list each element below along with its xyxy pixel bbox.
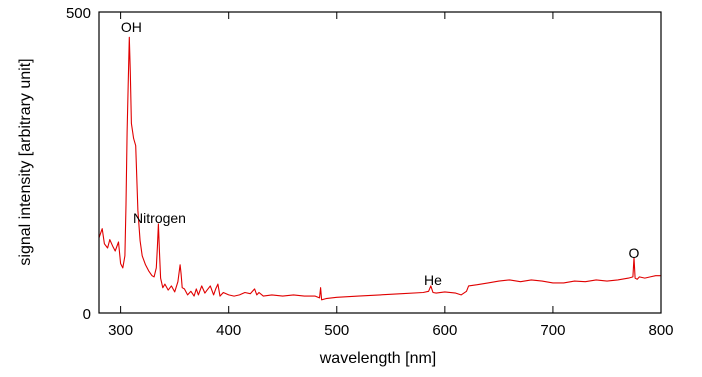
spectrum-series-line [98,36,661,301]
x-axis-label: wavelength [nm] [319,350,437,367]
plot-frame [98,11,662,314]
peak-label: O [629,245,640,261]
spectrum-line-group [98,36,661,301]
x-tick-label: 400 [216,322,241,339]
x-tick-label: 500 [324,322,349,339]
y-tick-label: 0 [83,306,91,323]
peak-label: OH [121,19,142,35]
peak-annotations: OH Nitrogen He O [121,19,640,288]
x-tick-label: 800 [648,322,673,339]
x-axis: 300 400 500 600 700 800 [108,12,674,339]
y-axis: 0 500 [66,5,661,323]
peak-label: He [424,272,442,288]
y-axis-label: signal intensity [arbitrary unit] [17,58,34,265]
x-tick-label: 600 [432,322,457,339]
x-tick-label: 300 [108,322,133,339]
x-tick-label: 700 [540,322,565,339]
y-tick-label: 500 [66,5,91,22]
peak-label: Nitrogen [133,210,186,226]
